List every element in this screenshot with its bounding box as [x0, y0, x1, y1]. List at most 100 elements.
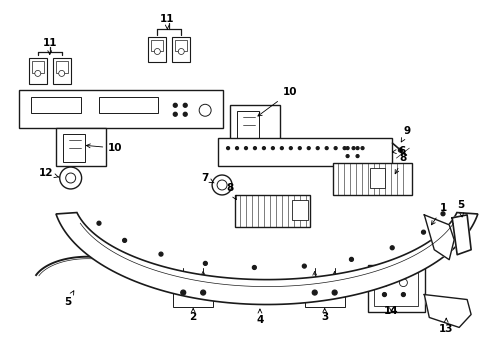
Circle shape: [266, 293, 276, 302]
Circle shape: [346, 147, 348, 150]
Bar: [246, 285, 256, 293]
Bar: [218, 138, 392, 166]
Circle shape: [122, 238, 126, 242]
Circle shape: [246, 293, 256, 302]
Circle shape: [183, 112, 187, 116]
Bar: [229, 105, 279, 143]
Bar: [291, 200, 307, 220]
Text: 9: 9: [401, 126, 410, 142]
Circle shape: [298, 147, 301, 150]
Circle shape: [235, 147, 238, 150]
Text: 1: 1: [430, 203, 446, 225]
Circle shape: [97, 221, 101, 225]
Text: 6: 6: [391, 146, 405, 156]
Circle shape: [331, 290, 336, 295]
Circle shape: [333, 147, 336, 150]
Bar: [332, 163, 411, 195]
Bar: [367, 265, 425, 312]
Circle shape: [440, 212, 444, 216]
Bar: [304, 293, 344, 306]
Circle shape: [289, 147, 292, 150]
Circle shape: [253, 147, 256, 150]
Circle shape: [217, 180, 226, 190]
Circle shape: [325, 147, 327, 150]
Circle shape: [389, 246, 393, 250]
Circle shape: [173, 112, 177, 116]
Polygon shape: [56, 212, 477, 305]
Text: 14: 14: [384, 306, 398, 316]
Circle shape: [159, 252, 163, 256]
Text: 8: 8: [394, 153, 406, 174]
Circle shape: [280, 147, 283, 150]
Circle shape: [312, 290, 317, 295]
Circle shape: [306, 147, 309, 150]
Circle shape: [59, 71, 64, 76]
Text: 8: 8: [226, 183, 236, 200]
Circle shape: [380, 279, 387, 287]
Bar: [32, 62, 44, 73]
Circle shape: [203, 261, 207, 265]
Circle shape: [60, 167, 81, 189]
Bar: [172, 37, 190, 62]
Circle shape: [271, 147, 274, 150]
Bar: [235, 195, 309, 227]
Bar: [148, 37, 166, 62]
Circle shape: [316, 147, 319, 150]
Circle shape: [302, 264, 305, 268]
Circle shape: [343, 147, 346, 150]
Circle shape: [173, 103, 177, 107]
Bar: [173, 293, 213, 306]
Bar: [99, 97, 158, 113]
Text: 13: 13: [438, 318, 452, 334]
Bar: [29, 58, 47, 84]
Circle shape: [355, 154, 358, 158]
Polygon shape: [424, 215, 453, 260]
Circle shape: [244, 147, 247, 150]
Bar: [56, 62, 67, 73]
Circle shape: [226, 147, 229, 150]
Text: 2: 2: [189, 309, 197, 323]
Circle shape: [399, 279, 407, 287]
Circle shape: [35, 71, 41, 76]
Polygon shape: [451, 215, 470, 255]
Bar: [19, 90, 223, 128]
Circle shape: [212, 175, 232, 195]
Circle shape: [154, 49, 160, 54]
Circle shape: [178, 49, 184, 54]
Text: 7: 7: [201, 173, 214, 183]
Circle shape: [181, 290, 185, 295]
Bar: [266, 285, 276, 293]
Text: 10: 10: [86, 143, 122, 153]
Text: 11: 11: [42, 37, 57, 55]
Bar: [237, 111, 259, 139]
Bar: [53, 58, 71, 84]
Text: 3: 3: [321, 309, 327, 323]
Circle shape: [65, 173, 76, 183]
Bar: [369, 168, 385, 188]
Text: 11: 11: [160, 14, 174, 29]
Circle shape: [252, 265, 256, 270]
Polygon shape: [424, 294, 470, 328]
Text: 10: 10: [257, 87, 297, 116]
Text: 12: 12: [39, 168, 59, 178]
Text: 5: 5: [457, 200, 464, 217]
Circle shape: [398, 148, 402, 152]
Bar: [374, 272, 417, 306]
Circle shape: [346, 154, 348, 158]
Bar: [175, 40, 187, 51]
Circle shape: [349, 257, 353, 261]
Circle shape: [262, 147, 265, 150]
Circle shape: [200, 290, 205, 295]
Circle shape: [183, 103, 187, 107]
Circle shape: [401, 293, 405, 297]
Circle shape: [355, 147, 358, 150]
Text: 5: 5: [64, 291, 74, 306]
Bar: [56, 128, 105, 166]
Bar: [151, 40, 163, 51]
Bar: [31, 97, 81, 113]
Text: 4: 4: [256, 309, 263, 325]
Bar: [62, 134, 84, 162]
Circle shape: [360, 147, 363, 150]
Circle shape: [199, 104, 211, 116]
Circle shape: [421, 230, 425, 234]
